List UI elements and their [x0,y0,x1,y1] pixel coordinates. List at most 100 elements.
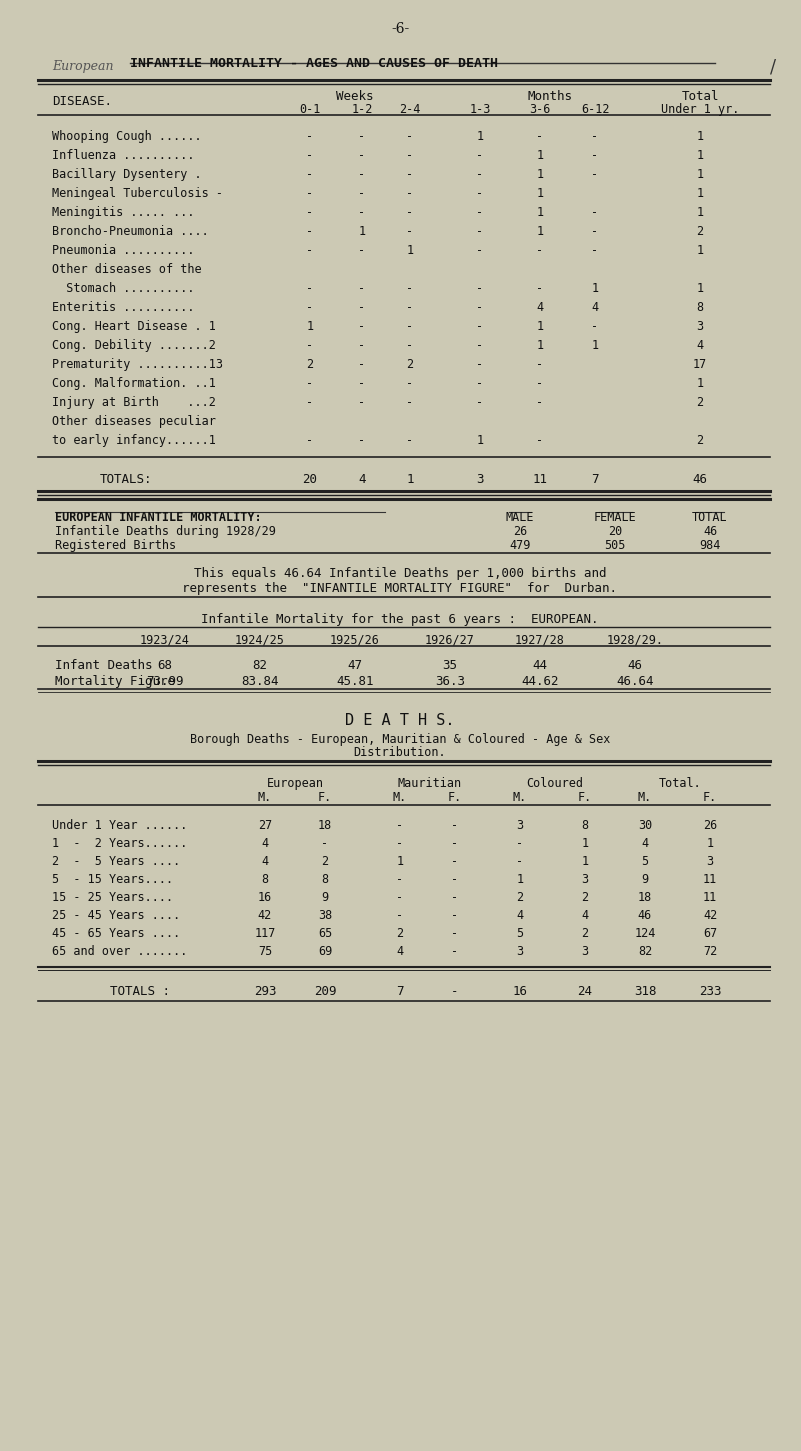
Text: MALE: MALE [505,511,534,524]
Text: 3: 3 [517,945,524,958]
Text: M.: M. [258,791,272,804]
Text: 65: 65 [318,927,332,940]
Text: -: - [358,434,365,447]
Text: 16: 16 [513,985,528,998]
Text: -: - [477,321,484,332]
Text: Months: Months [528,90,573,103]
Text: represents the  "INFANTILE MORTALITY FIGURE"  for  Durban.: represents the "INFANTILE MORTALITY FIGU… [183,582,618,595]
Text: 1-2: 1-2 [352,103,372,116]
Text: 4: 4 [582,908,589,921]
Text: 8: 8 [321,874,328,887]
Text: 15 - 25 Years....: 15 - 25 Years.... [52,891,173,904]
Text: 1: 1 [537,206,544,219]
Text: 82: 82 [638,945,652,958]
Text: 42: 42 [258,908,272,921]
Text: -: - [477,244,484,257]
Text: Distribution.: Distribution. [354,746,446,759]
Text: 46: 46 [702,525,717,538]
Text: 1926/27: 1926/27 [425,633,475,646]
Text: 46: 46 [693,473,707,486]
Text: -: - [477,168,484,181]
Text: Broncho-Pneumonia ....: Broncho-Pneumonia .... [52,225,209,238]
Text: 46.64: 46.64 [616,675,654,688]
Text: -: - [358,149,365,163]
Text: 1: 1 [517,874,524,887]
Text: -: - [477,300,484,313]
Text: -: - [358,244,365,257]
Text: 42: 42 [702,908,717,921]
Text: -: - [307,377,313,390]
Text: -: - [477,358,484,371]
Text: Infant Deaths: Infant Deaths [55,659,152,672]
Text: -: - [358,206,365,219]
Text: -: - [537,244,544,257]
Text: Total: Total [681,90,718,103]
Text: Other diseases of the: Other diseases of the [52,263,202,276]
Text: 1: 1 [406,244,413,257]
Text: -: - [307,281,313,295]
Text: to early infancy......1: to early infancy......1 [52,434,216,447]
Text: 27: 27 [258,818,272,831]
Text: Infantile Mortality for the past 6 years :  EUROPEAN.: Infantile Mortality for the past 6 years… [201,612,599,625]
Text: EUROPEAN INFANTILE MORTALITY:: EUROPEAN INFANTILE MORTALITY: [55,511,262,524]
Text: 1924/25: 1924/25 [235,633,285,646]
Text: -: - [406,225,413,238]
Text: Under 1 Year ......: Under 1 Year ...... [52,818,187,831]
Text: 1: 1 [582,837,589,850]
Text: 2: 2 [321,855,328,868]
Text: 8: 8 [582,818,589,831]
Text: -: - [406,131,413,144]
Text: 3: 3 [706,855,714,868]
Text: 67: 67 [702,927,717,940]
Text: 2: 2 [696,225,703,238]
Text: European: European [52,59,114,73]
Text: Cong. Heart Disease . 1: Cong. Heart Disease . 1 [52,321,216,332]
Text: -: - [537,377,544,390]
Text: 4: 4 [358,473,366,486]
Text: 8: 8 [696,300,703,313]
Text: 11: 11 [533,473,548,486]
Text: 68: 68 [158,659,172,672]
Text: -: - [477,281,484,295]
Text: -: - [358,358,365,371]
Text: 2-4: 2-4 [400,103,421,116]
Text: 82: 82 [252,659,268,672]
Text: Mauritian: Mauritian [398,776,462,789]
Text: -: - [537,281,544,295]
Text: 20: 20 [608,525,622,538]
Text: -: - [591,206,598,219]
Text: M.: M. [513,791,527,804]
Text: -: - [358,300,365,313]
Text: 4: 4 [261,837,268,850]
Text: -: - [591,149,598,163]
Text: -: - [358,168,365,181]
Text: -: - [406,206,413,219]
Text: -: - [406,300,413,313]
Text: Borough Deaths - European, Mauritian & Coloured - Age & Sex: Borough Deaths - European, Mauritian & C… [190,733,610,746]
Text: M.: M. [392,791,407,804]
Text: -: - [537,434,544,447]
Text: -: - [591,225,598,238]
Text: 4: 4 [591,300,598,313]
Text: Meningeal Tuberculosis -: Meningeal Tuberculosis - [52,187,223,200]
Text: 1: 1 [696,168,703,181]
Text: 18: 18 [318,818,332,831]
Text: This equals 46.64 Infantile Deaths per 1,000 births and: This equals 46.64 Infantile Deaths per 1… [194,567,606,580]
Text: F.: F. [578,791,592,804]
Text: -: - [406,149,413,163]
Text: -: - [452,945,458,958]
Text: 9: 9 [642,874,649,887]
Text: Stomach ..........: Stomach .......... [52,281,195,295]
Text: 1923/24: 1923/24 [140,633,190,646]
Text: 1927/28: 1927/28 [515,633,565,646]
Text: 1  -  2 Years......: 1 - 2 Years...... [52,837,187,850]
Text: -: - [307,131,313,144]
Text: 1: 1 [591,281,598,295]
Text: -: - [517,855,524,868]
Text: Coloured: Coloured [526,776,583,789]
Text: F.: F. [702,791,717,804]
Text: -: - [452,891,458,904]
Text: Cong. Debility .......2: Cong. Debility .......2 [52,340,216,353]
Text: -: - [358,396,365,409]
Text: 1: 1 [358,225,365,238]
